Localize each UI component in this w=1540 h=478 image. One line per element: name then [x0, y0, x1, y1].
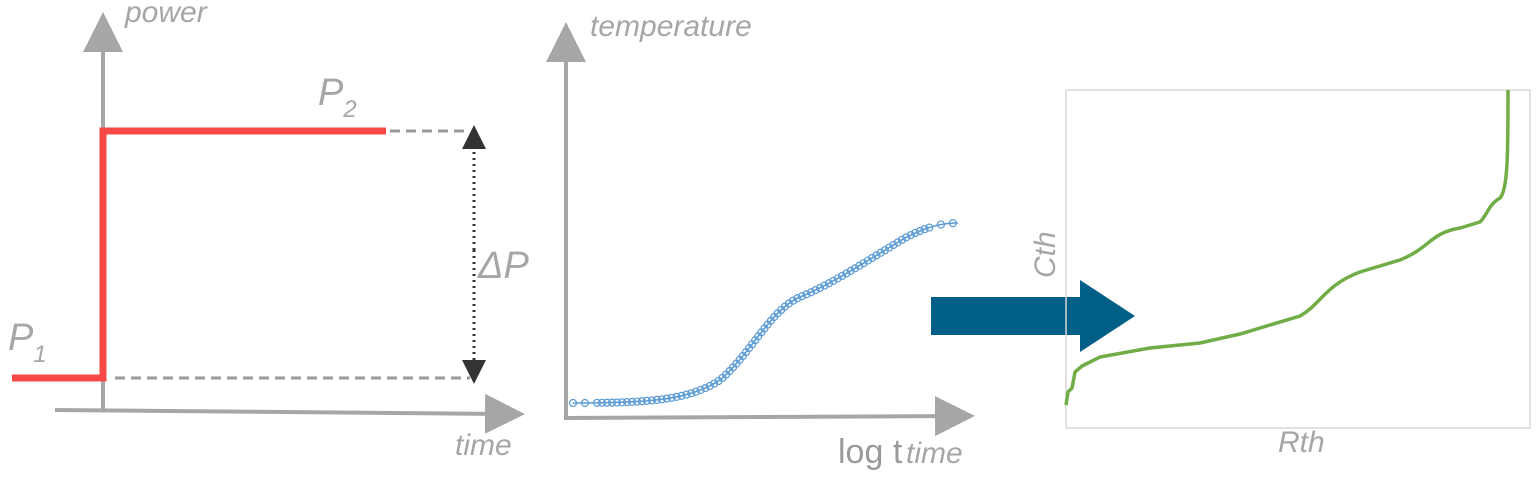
curve-point: [802, 290, 811, 299]
subscript: 2: [342, 96, 356, 123]
label: P1: [8, 317, 47, 368]
label: P: [8, 317, 34, 359]
transform-arrow: [931, 280, 1135, 352]
curve-point: [911, 228, 920, 238]
axis-label: Cth: [1029, 231, 1062, 278]
curve-point: [784, 299, 793, 308]
subscript: 1: [33, 341, 46, 368]
curve-point: [902, 233, 911, 242]
curve-point: [820, 281, 829, 290]
curve-point: [682, 390, 691, 399]
curve-point: [705, 381, 714, 391]
curve-points: [568, 219, 957, 408]
label: P2: [318, 72, 357, 123]
curve-point: [687, 389, 696, 398]
curve-point: [612, 398, 622, 407]
curve-point: [815, 283, 825, 292]
curve-point: [622, 398, 632, 407]
curve-point: [855, 261, 864, 270]
axis-label: time: [455, 429, 512, 462]
curve-point: [876, 248, 885, 257]
curve-point: [797, 292, 807, 301]
curve-point: [850, 264, 860, 273]
curve-point: [824, 279, 834, 288]
curve-point: [652, 395, 662, 405]
curve-point: [617, 398, 627, 407]
curve-point: [833, 274, 842, 283]
power-step: [12, 127, 386, 382]
plot-frame: [1065, 89, 1531, 429]
curve-point: [672, 392, 681, 401]
curve-point: [677, 391, 686, 400]
curve-point: [885, 243, 894, 252]
curve-point: [691, 387, 701, 396]
label: ΔP: [477, 245, 529, 287]
curve-point: [632, 397, 642, 406]
curve-point: [806, 288, 816, 297]
x-axis: [54, 393, 525, 434]
curve-point: [602, 398, 612, 407]
curve-point: [667, 393, 676, 402]
structure-function: [1064, 89, 1510, 406]
curve-point: [793, 294, 802, 303]
curve-point: [906, 230, 915, 240]
curve-point: [863, 256, 872, 265]
curve-point: [642, 396, 652, 405]
curve-point: [592, 398, 602, 407]
curve-point: [657, 395, 666, 404]
curve-point: [897, 235, 907, 244]
curve-point: [627, 397, 637, 406]
axis-label: time: [906, 437, 963, 470]
axis-label: Rth: [1278, 426, 1325, 459]
curve-point: [568, 398, 578, 408]
curve-point: [925, 223, 934, 232]
curve-point: [696, 385, 705, 395]
curve-point: [889, 240, 898, 250]
curve-point: [607, 398, 617, 407]
curve-point: [829, 276, 838, 285]
temperature-curve: [572, 222, 959, 404]
curve-point: [859, 259, 868, 268]
curve-point: [867, 253, 877, 263]
curve-point: [842, 269, 851, 278]
curve-point: [846, 266, 855, 275]
temperature-panel: temperature log t time: [546, 10, 975, 471]
axis-label: log t: [838, 433, 903, 471]
label: P: [318, 72, 344, 114]
curve-point: [701, 384, 710, 393]
curve-point: [637, 397, 647, 406]
curve-point: [915, 226, 925, 236]
curve-point: [647, 396, 657, 405]
curve-point: [837, 271, 847, 281]
curve-point: [936, 220, 946, 229]
curve-point: [948, 219, 957, 228]
curve-point: [580, 398, 590, 408]
power-panel: power time P2 P1 ΔP: [8, 0, 529, 462]
curve-point: [811, 285, 820, 295]
axis-label: power: [124, 0, 208, 29]
x-axis: [563, 396, 975, 437]
curve-point: [710, 379, 719, 388]
curve-point: [893, 238, 902, 247]
curve-point: [872, 251, 881, 260]
curve-point: [788, 296, 798, 305]
curve-point: [920, 225, 929, 234]
curve-point: [662, 394, 671, 403]
curve-point: [880, 246, 889, 255]
curve-point: [597, 398, 607, 407]
structure-panel: Cth Rth: [1029, 89, 1531, 459]
axis-label: temperature: [590, 10, 752, 43]
